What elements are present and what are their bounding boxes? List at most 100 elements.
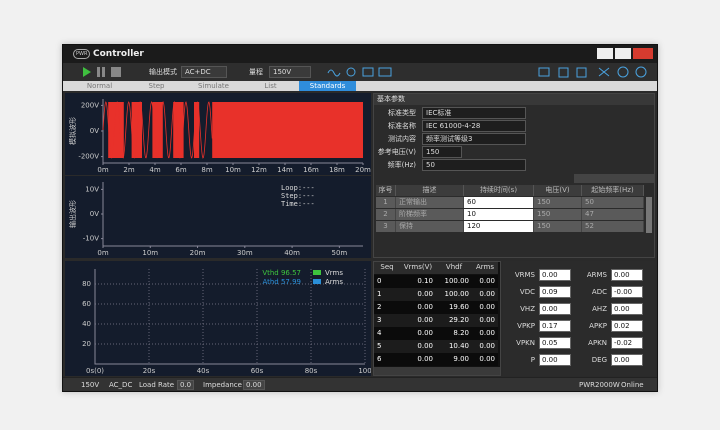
waveform-block bbox=[194, 102, 200, 158]
table-cell: 保持 bbox=[396, 221, 464, 232]
x-tick-label: 40s bbox=[197, 367, 210, 375]
table-cell: 阶梯频率 bbox=[396, 209, 464, 220]
help-icon[interactable] bbox=[617, 66, 629, 78]
settings-icon[interactable] bbox=[346, 67, 356, 77]
measure-value: 0.00 bbox=[611, 354, 643, 366]
table-cell: 8.20 bbox=[436, 327, 472, 340]
table-cell: 52 bbox=[582, 221, 644, 232]
table-cell: 3 bbox=[376, 221, 396, 232]
measure-label: APKN bbox=[588, 339, 607, 347]
measure-label: VRMS bbox=[514, 271, 535, 279]
y-axis-label: 模拟波形 bbox=[68, 117, 77, 145]
device-icon[interactable] bbox=[362, 67, 374, 77]
table-cell[interactable]: 120 bbox=[464, 221, 534, 232]
field-input[interactable]: IEC 61000-4-28 bbox=[422, 120, 526, 132]
legend-swatch bbox=[313, 279, 321, 284]
y-tick-label: 40 bbox=[82, 320, 91, 328]
maximize-button[interactable] bbox=[615, 48, 631, 59]
range-select[interactable]: 150V bbox=[269, 66, 311, 78]
field-input[interactable]: 150 bbox=[422, 146, 462, 158]
mode-label: 输出模式 bbox=[149, 68, 177, 76]
table-cell: 47 bbox=[582, 209, 644, 220]
pause-button[interactable] bbox=[97, 67, 100, 77]
standards-panel: 基本参数 标准类型 IEC标准 标准名称 IEC 61000-4-28 测试内容 频率测试等… bbox=[373, 93, 655, 258]
x-tick-label: 0m bbox=[97, 166, 108, 174]
x-tick-label: 18m bbox=[329, 166, 345, 174]
tab[interactable]: List bbox=[264, 82, 277, 90]
waveform-line bbox=[102, 101, 213, 159]
waveform-block bbox=[131, 102, 142, 158]
mode-select[interactable]: AC+DC bbox=[181, 66, 227, 78]
field-input[interactable]: IEC标准 bbox=[422, 107, 526, 119]
open-icon[interactable] bbox=[538, 67, 550, 77]
y-tick-label: 80 bbox=[82, 280, 91, 288]
table-cell: 100.00 bbox=[436, 288, 472, 301]
table-cell: 0.00 bbox=[472, 314, 498, 327]
window-title: Controller bbox=[93, 49, 144, 59]
chart: 输出波形 10V 0V -10V 0m 10m 20m 30m 40m 50m Loop:---St… bbox=[65, 176, 371, 258]
table-header: Seq bbox=[374, 262, 400, 274]
x-tick-label: 4m bbox=[149, 166, 160, 174]
chart: 模拟波形 200V 0V -200V 0m 2m 4m 6m 8m 10m 12m 14m 16m 18m… bbox=[65, 93, 371, 175]
axis-frame bbox=[94, 269, 365, 365]
table-cell: 正常输出 bbox=[396, 197, 464, 208]
tab[interactable]: Normal bbox=[86, 82, 113, 90]
table-cell: 0.00 bbox=[472, 275, 498, 288]
table-cell: 0.00 bbox=[400, 314, 436, 327]
playback-controls bbox=[83, 67, 121, 77]
chart-background bbox=[65, 176, 371, 258]
measure-value: -0.00 bbox=[611, 286, 643, 298]
status-state: Online bbox=[621, 381, 644, 389]
table-cell: 0.10 bbox=[400, 275, 436, 288]
table-cell: 0.00 bbox=[472, 301, 498, 314]
table-cell: 150 bbox=[534, 221, 582, 232]
x-tick-label: 40m bbox=[284, 249, 300, 257]
table-cell: 1 bbox=[376, 197, 396, 208]
wave-icon[interactable] bbox=[327, 69, 341, 77]
measurements-panel: VRMS 0.00 ARMS 0.00 VDC 0.09 ADC -0.00 VHZ 0.00 AH… bbox=[503, 261, 655, 376]
harmonics-table: Seq Vrms(V) Vhdf Arms 0 0.10 100.00 0.00 1 0.00 10… bbox=[373, 261, 501, 376]
field-label: 标准名称 bbox=[388, 122, 416, 130]
tab[interactable]: Step bbox=[148, 82, 165, 90]
thd-annotation: Athd 57.99 bbox=[262, 278, 301, 286]
tab[interactable]: Simulate bbox=[198, 82, 229, 90]
minimize-button[interactable] bbox=[597, 48, 613, 59]
x-tick-label: 80s bbox=[305, 367, 318, 375]
x-tick-label: 10m bbox=[142, 249, 158, 257]
close-button[interactable] bbox=[633, 48, 653, 59]
table-cell[interactable]: 60 bbox=[464, 197, 534, 208]
axis-frame bbox=[102, 99, 363, 164]
panel-title: 基本参数 bbox=[374, 94, 654, 105]
table-cell: 150 bbox=[534, 197, 582, 208]
table-cell[interactable]: 10 bbox=[464, 209, 534, 220]
x-tick-label: 2m bbox=[123, 166, 134, 174]
stop-button[interactable] bbox=[111, 67, 121, 77]
y-tick-label: 200V bbox=[81, 101, 99, 109]
logo: PWR bbox=[73, 49, 91, 59]
tools-icon[interactable] bbox=[598, 67, 610, 77]
tab-strip bbox=[63, 81, 657, 91]
measure-label: ARMS bbox=[586, 271, 607, 279]
x-tick-label: 50m bbox=[331, 249, 347, 257]
measure-label: VHZ bbox=[520, 305, 535, 313]
play-button[interactable] bbox=[83, 67, 91, 77]
table-cell: 19.60 bbox=[436, 301, 472, 314]
table-cell: 29.20 bbox=[436, 314, 472, 327]
measure-value: 0.00 bbox=[611, 269, 643, 281]
scrollbar bbox=[374, 367, 500, 375]
screen-icon[interactable] bbox=[378, 67, 392, 77]
table-header: 描述 bbox=[396, 185, 464, 196]
save-as-icon[interactable] bbox=[576, 67, 587, 78]
save-icon[interactable] bbox=[558, 67, 569, 78]
table-header: Vrms(V) bbox=[400, 262, 436, 274]
status-bar: 150V AC_DC Load Rate 0.0 Impedance 0.00 PWR200… bbox=[63, 377, 657, 391]
measure-label: ADC bbox=[591, 288, 607, 296]
table-cell: 9.00 bbox=[436, 353, 472, 366]
table-header: 持续时间(s) bbox=[464, 185, 534, 196]
tab[interactable]: Standards bbox=[299, 81, 356, 91]
x-tick-label: 10m bbox=[225, 166, 241, 174]
x-tick-label: 8m bbox=[201, 166, 212, 174]
info-icon[interactable] bbox=[635, 66, 647, 78]
field-input[interactable]: 频率测试等级3 bbox=[422, 133, 526, 145]
field-input[interactable]: 50 bbox=[422, 159, 526, 171]
